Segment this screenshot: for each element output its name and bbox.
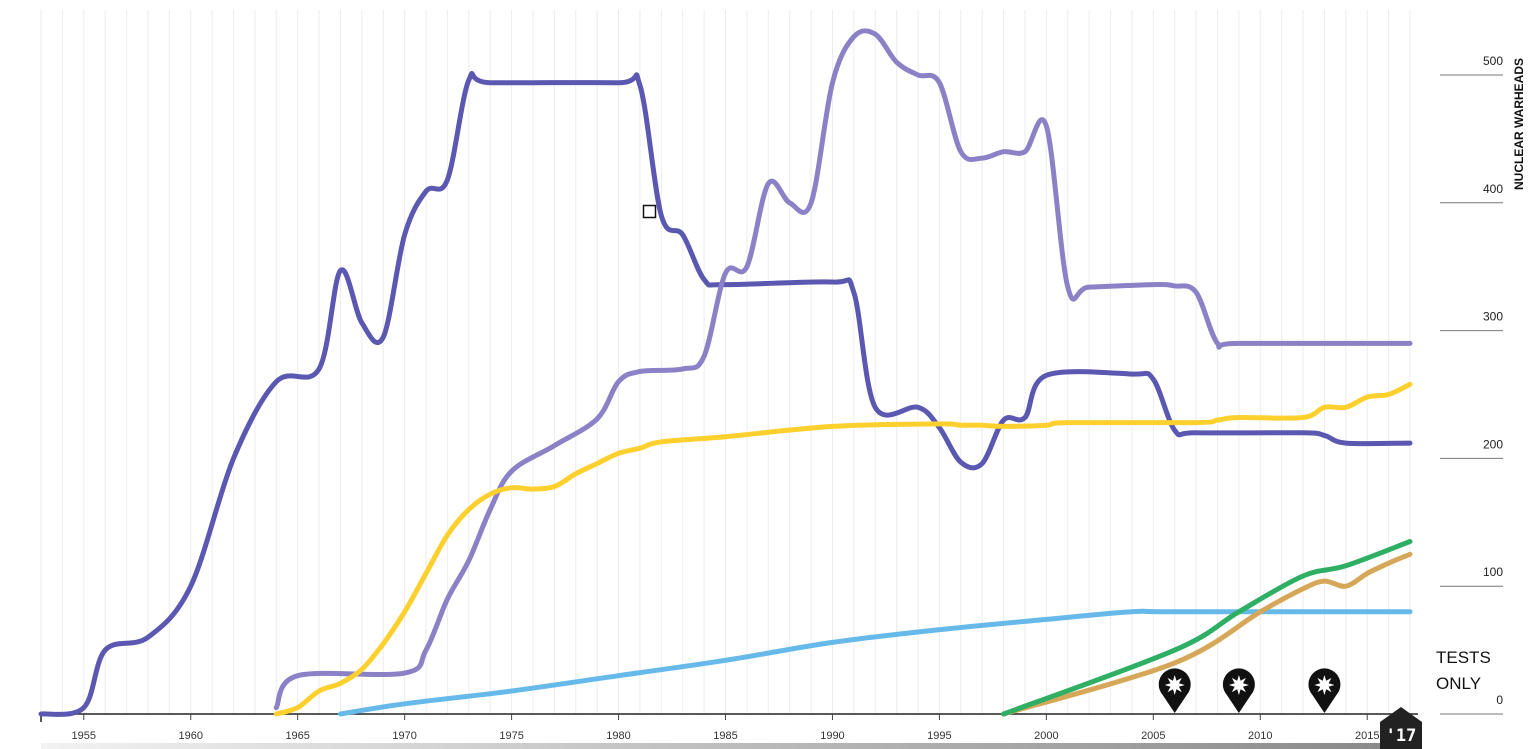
test-markers: [1158, 668, 1341, 713]
x-tick-label: 1995: [927, 730, 951, 742]
explosion-icon: [1164, 675, 1185, 695]
x-tick-label: 2000: [1034, 730, 1058, 742]
y-tick-label: 200: [1483, 437, 1503, 451]
x-tick-label: 1970: [392, 730, 416, 742]
y-axis-title: NUCLEAR WARHEADS: [1512, 58, 1526, 190]
series-line-3[interactable]: [273, 381, 1413, 717]
series-layer: [38, 28, 1413, 717]
x-tick-label: 1990: [820, 730, 844, 742]
tests-only-label-line2: ONLY: [1436, 674, 1481, 693]
series-line-1[interactable]: [38, 71, 1413, 717]
x-tick-label: 1985: [713, 730, 737, 742]
series-line-5[interactable]: [1001, 551, 1413, 717]
x-tick-label: 1960: [178, 730, 202, 742]
y-tick-label: 500: [1483, 54, 1503, 68]
x-tick-label: 2010: [1248, 730, 1272, 742]
x-tick-label: 1955: [72, 730, 96, 742]
nuclear-test-marker[interactable]: [1308, 668, 1341, 713]
y-axis: 0 100 200 300 400 500: [1440, 54, 1503, 715]
y-tick-label: 300: [1483, 310, 1503, 324]
hover-cursor-square: [642, 204, 657, 219]
vertical-grid: [40, 10, 1411, 714]
x-tick-label: 1975: [499, 730, 523, 742]
explosion-icon: [1314, 675, 1335, 695]
y-tick-label: 0: [1496, 693, 1503, 707]
series-line-2[interactable]: [273, 28, 1413, 711]
nuclear-test-marker[interactable]: [1158, 668, 1191, 713]
x-tick-label: 2015: [1355, 730, 1379, 742]
y-tick-label: 100: [1483, 565, 1503, 579]
current-year-badge-shape[interactable]: [1380, 707, 1422, 749]
current-year-badge-label[interactable]: '17: [1386, 726, 1417, 746]
time-scrubber-track[interactable]: [41, 743, 1381, 749]
tests-only-label-line1: TESTS: [1436, 648, 1491, 667]
explosion-icon: [1228, 675, 1249, 695]
nuclear-test-marker[interactable]: [1222, 668, 1255, 713]
y-tick-label: 400: [1483, 182, 1503, 196]
current-year-badge[interactable]: '17: [1380, 707, 1422, 749]
x-axis: 1955 1960 1965 1970 1975 1980 1985 1990 1995 2000…: [40, 713, 1418, 749]
series-line-4[interactable]: [338, 608, 1413, 717]
x-tick-label: 2005: [1141, 730, 1165, 742]
x-tick-label: 1965: [285, 730, 309, 742]
x-tick-label: 1980: [606, 730, 630, 742]
series-line-6[interactable]: [1001, 539, 1413, 717]
